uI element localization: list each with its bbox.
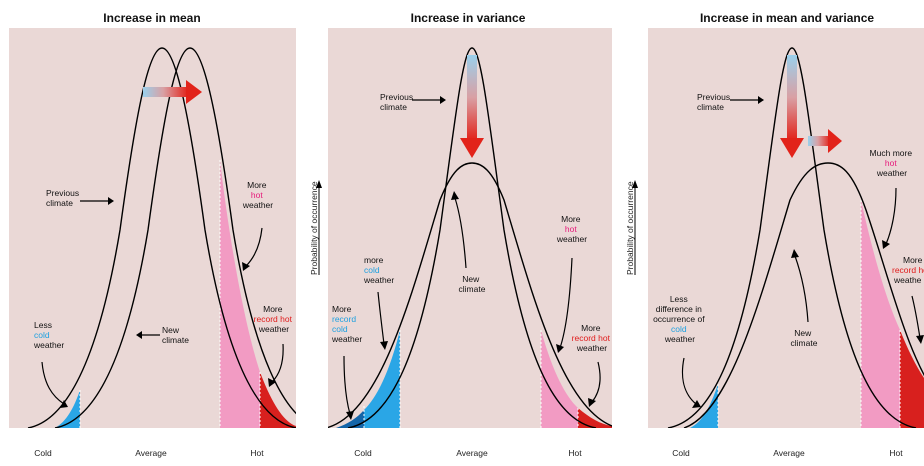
more-record-hot-weather-label: More record hot weather: [254, 304, 295, 334]
much-more-hot-weather-label: Much more hot weather: [870, 148, 915, 178]
previous-climate-curve: [347, 47, 597, 428]
much-more-hot-area: [861, 200, 900, 428]
panel-3-x-hot: Hot: [889, 448, 903, 458]
less-difference-cold-label: Less difference in occurrence of cold we…: [653, 294, 707, 344]
previous-climate-label: Previous climate: [46, 188, 81, 208]
new-climate-label: New climate: [459, 274, 486, 294]
previous-climate-curve: [667, 47, 917, 428]
previous-climate-pointer: [730, 96, 764, 104]
more-record-hot-pointer: [591, 361, 601, 403]
panel-2-y-axis-arrow: [316, 180, 322, 275]
more-cold-area: [364, 330, 400, 428]
panel-increase-in-variance: Increase in variance Probability of occu…: [309, 11, 613, 458]
new-climate-label: New climate: [162, 325, 189, 345]
more-record-hot-pointer: [271, 343, 284, 383]
new-climate-curve: [683, 162, 924, 428]
panel-3-title: Increase in mean and variance: [700, 11, 874, 25]
shrink-down-arrow: [460, 55, 484, 158]
more-record-hot-weather-label: More record hot weather: [572, 323, 613, 353]
new-climate-curve: [54, 47, 296, 428]
shift-right-arrow: [808, 129, 842, 153]
panel-1-x-average: Average: [135, 448, 167, 458]
more-record-cold-weather-label: More record cold weather: [331, 304, 362, 344]
more-cold-pointer: [377, 291, 385, 345]
more-hot-weather-label: More hot weather: [556, 214, 587, 244]
more-hot-pointer: [245, 227, 263, 267]
shift-right-arrow: [143, 80, 202, 104]
more-record-hot-area: [260, 372, 296, 428]
panel-increase-in-mean-and-variance: Increase in mean and variance Probabilit…: [625, 11, 924, 458]
panel-3-y-axis-arrow: [632, 180, 638, 275]
panel-1-title: Increase in mean: [103, 11, 200, 25]
new-climate-curve: [328, 162, 612, 428]
much-more-hot-pointer: [885, 187, 897, 245]
panel-3-y-axis-label: Probability of occurrence: [625, 181, 635, 275]
more-record-hot-weather-label: More record ho weathe: [892, 255, 924, 285]
previous-climate-curve: [27, 47, 296, 428]
panel-1-x-cold: Cold: [34, 448, 52, 458]
less-cold-weather-label: Less cold weather: [33, 320, 64, 350]
more-record-cold-pointer: [343, 355, 351, 415]
previous-climate-pointer: [80, 197, 114, 205]
previous-climate-label: Previous climate: [380, 92, 415, 112]
more-hot-area: [541, 330, 578, 428]
panel-3-x-average: Average: [773, 448, 805, 458]
more-record-hot-area: [578, 408, 612, 428]
more-record-hot-area: [900, 330, 924, 428]
less-cold-area: [55, 390, 80, 428]
previous-climate-label: Previous climate: [697, 92, 732, 112]
previous-climate-pointer: [412, 96, 446, 104]
panel-2-y-axis-label: Probability of occurrence: [309, 181, 319, 275]
record-cold-area: [336, 410, 364, 428]
more-record-hot-pointer: [911, 295, 921, 339]
panel-3-x-cold: Cold: [672, 448, 690, 458]
panel-increase-in-mean: Increase in mean Previous climate: [9, 11, 296, 458]
more-cold-weather-label: more cold weather: [363, 255, 394, 285]
panel-2-x-cold: Cold: [354, 448, 372, 458]
panel-2-x-hot: Hot: [568, 448, 582, 458]
more-hot-pointer: [559, 257, 573, 349]
new-climate-pointer: [794, 255, 809, 323]
new-climate-pointer: [136, 331, 160, 339]
panel-1-x-hot: Hot: [250, 448, 264, 458]
more-hot-area: [220, 160, 260, 428]
new-climate-pointer: [454, 197, 467, 269]
more-hot-weather-label: More hot weather: [242, 180, 273, 210]
cold-area: [690, 384, 718, 428]
new-climate-label: New climate: [791, 328, 818, 348]
panel-2-title: Increase in variance: [411, 11, 526, 25]
less-cold-pointer: [41, 361, 65, 405]
shrink-down-arrow: [780, 55, 804, 158]
panel-2-x-average: Average: [456, 448, 488, 458]
less-difference-cold-pointer: [681, 357, 697, 405]
